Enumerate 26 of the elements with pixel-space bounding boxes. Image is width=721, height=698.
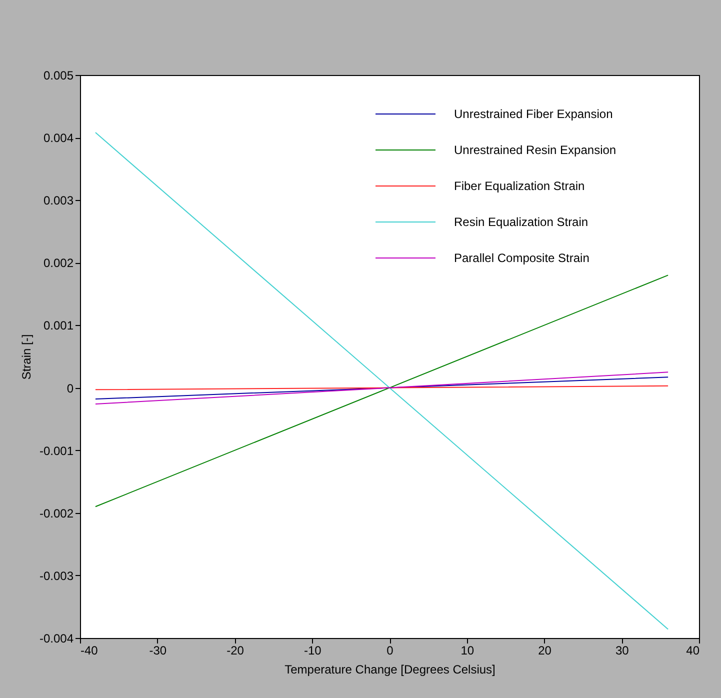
- x-tick-label: 10: [460, 644, 474, 658]
- x-tick-label: -40: [80, 644, 98, 658]
- x-tick-label: 40: [686, 644, 700, 658]
- legend-label: Unrestrained Fiber Expansion: [454, 107, 613, 121]
- x-tick-label: -10: [304, 644, 322, 658]
- x-tick-label: 30: [615, 644, 630, 658]
- x-tick-label: 20: [538, 644, 552, 658]
- x-axis-title: Temperature Change [Degrees Celsius]: [284, 662, 496, 676]
- y-tick-label: 0.001: [43, 318, 74, 333]
- y-tick-label: 0: [66, 381, 74, 396]
- legend-label: Unrestrained Resin Expansion: [454, 143, 616, 157]
- x-tick-label: -20: [226, 644, 244, 658]
- y-tick-label: -0.002: [39, 506, 74, 520]
- y-tick-label: -0.003: [39, 568, 74, 583]
- y-tick-label: 0.003: [43, 194, 74, 208]
- x-tick-label: -30: [149, 644, 167, 658]
- y-tick-label: -0.004: [39, 632, 74, 646]
- y-tick-label: 0.004: [43, 131, 74, 146]
- y-tick-label: 0.005: [43, 68, 74, 82]
- y-tick-label: -0.001: [39, 444, 74, 458]
- legend-label: Parallel Composite Strain: [454, 251, 590, 265]
- x-tick-label: 0: [386, 644, 394, 658]
- legend-label: Fiber Equalization Strain: [454, 179, 585, 193]
- legend-label: Resin Equalization Strain: [454, 215, 588, 229]
- y-tick-label: 0.002: [43, 256, 74, 270]
- y-axis-title: Strain [-]: [19, 334, 34, 380]
